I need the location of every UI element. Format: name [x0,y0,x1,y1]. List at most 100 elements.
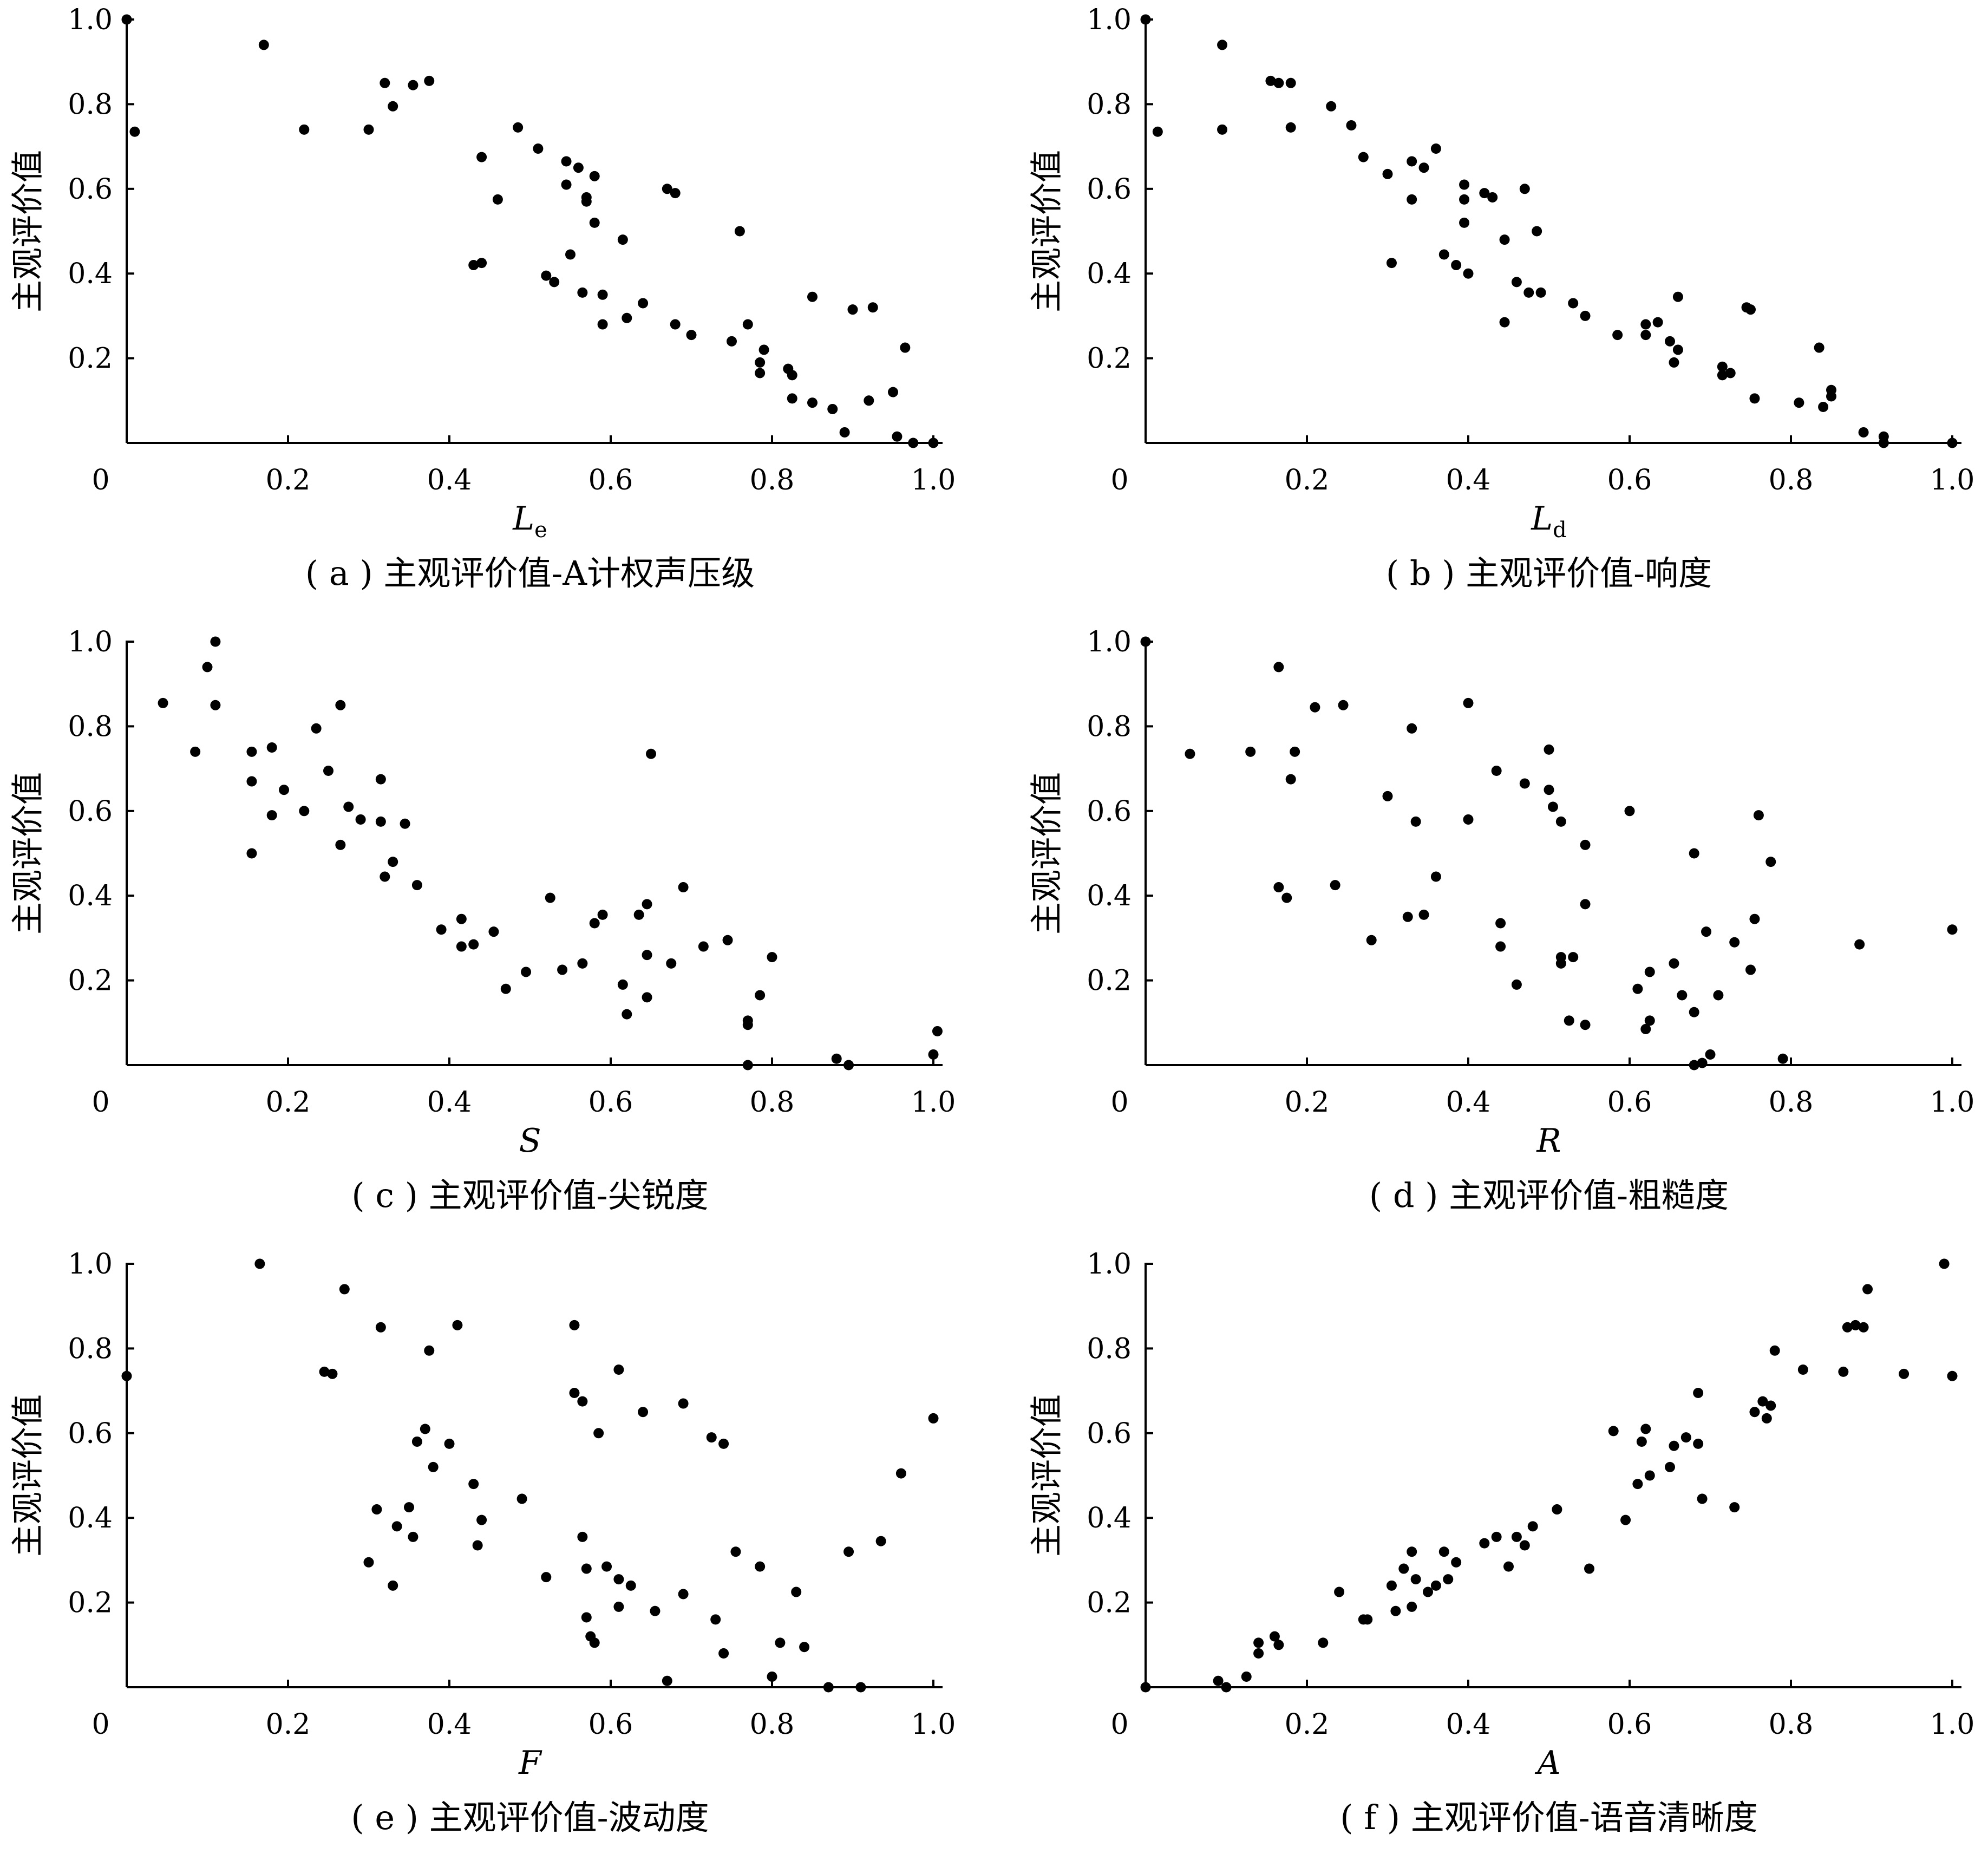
y-tick-label: 0.6 [68,1418,113,1450]
data-point [299,124,310,135]
data-point [1273,662,1284,673]
data-point [158,697,168,708]
data-point [1407,156,1417,167]
data-point [742,1020,753,1030]
x-axis-label-sub: e [534,518,547,543]
data-point [1697,1057,1708,1068]
data-point [1285,774,1296,785]
x-axis-label-main: S [519,1122,541,1160]
data-point [1491,766,1502,776]
x-tick-label: 0.4 [427,464,472,497]
data-point [928,1413,939,1424]
data-point [577,958,588,969]
data-point [1338,700,1349,710]
data-point [1947,1370,1958,1381]
data-point [1729,937,1740,948]
data-point [1584,1563,1594,1574]
data-point [1878,438,1889,448]
data-point [662,1675,672,1686]
data-point [1899,1368,1909,1379]
data-point [1326,101,1337,112]
data-point [727,336,737,347]
y-axis-label: 主观评价值 [1028,1394,1066,1557]
data-point [1858,427,1869,438]
data-point [254,1258,265,1269]
data-point [742,1060,753,1070]
x-axis-label-main: L [512,500,534,538]
data-point [734,226,745,237]
data-point [1568,952,1579,963]
data-point [513,122,524,133]
data-point [388,101,398,112]
data-point [299,806,310,817]
y-tick-label: 0.2 [68,343,113,375]
data-point [246,776,257,787]
data-point [843,1060,854,1070]
data-point [1269,1631,1280,1642]
y-tick-label: 0.8 [68,88,113,121]
y-tick-label: 0.8 [1087,710,1132,743]
data-point [613,1574,624,1585]
data-point [892,431,903,442]
x-axis-label: Ld [1531,500,1566,543]
data-point [1459,217,1470,228]
data-point [1765,1400,1776,1411]
data-point [633,909,644,920]
x-axis-label: R [1536,1122,1561,1160]
data-point [573,162,584,173]
data-point [468,260,479,271]
data-point [622,312,632,323]
y-tick-label: 1.0 [1087,1248,1132,1281]
data-point [266,742,277,753]
data-point [400,818,410,829]
data-point [1669,357,1679,368]
data-point [1503,1561,1514,1572]
x-axis-label-main: R [1536,1122,1561,1160]
data-point [1644,967,1655,977]
data-point [1310,702,1320,713]
data-point [363,1557,374,1568]
x-tick-label: 0.2 [266,464,311,497]
y-axis-label: 主观评价值 [9,772,47,935]
data-point [775,1637,786,1648]
data-point [1665,1461,1675,1472]
data-point [327,1368,338,1379]
y-tick-label: 0.2 [68,965,113,997]
panel-caption: ( d ) 主观评价值-粗糙度 [1369,1176,1729,1215]
x-tick-label: 0.4 [427,1708,472,1741]
data-point [1854,939,1865,950]
data-point [1862,1284,1873,1295]
data-point [1717,361,1728,372]
data-point [1519,778,1530,789]
data-point [589,217,600,228]
x-tick-label: 0.8 [1769,464,1814,497]
data-point [1438,1546,1449,1557]
data-point [900,342,911,353]
data-point [541,1572,552,1583]
data-point [581,1563,592,1574]
y-axis-label: 主观评价值 [9,150,47,312]
data-point [1221,1682,1232,1693]
y-tick-label: 0.2 [68,1587,113,1620]
x-tick-label: 0 [91,1708,109,1741]
data-point [1140,14,1151,25]
x-tick-label: 0.6 [588,464,633,497]
data-point [1398,1563,1409,1574]
x-tick-label: 0.8 [1769,1086,1814,1119]
data-point [755,357,766,368]
data-point [1430,143,1441,154]
data-point [1451,1557,1462,1568]
y-tick-label: 1.0 [68,1248,113,1281]
data-point [617,979,628,990]
data-point [799,1642,810,1653]
data-point [1245,746,1256,757]
data-point [1693,1388,1704,1399]
data-point [1330,880,1340,891]
data-point [1689,848,1699,859]
data-point [1640,330,1651,341]
data-point [666,958,677,969]
data-point [1652,317,1663,328]
data-point [577,1396,588,1407]
x-tick-label: 0.6 [588,1708,633,1741]
y-tick-label: 0.4 [68,258,113,290]
